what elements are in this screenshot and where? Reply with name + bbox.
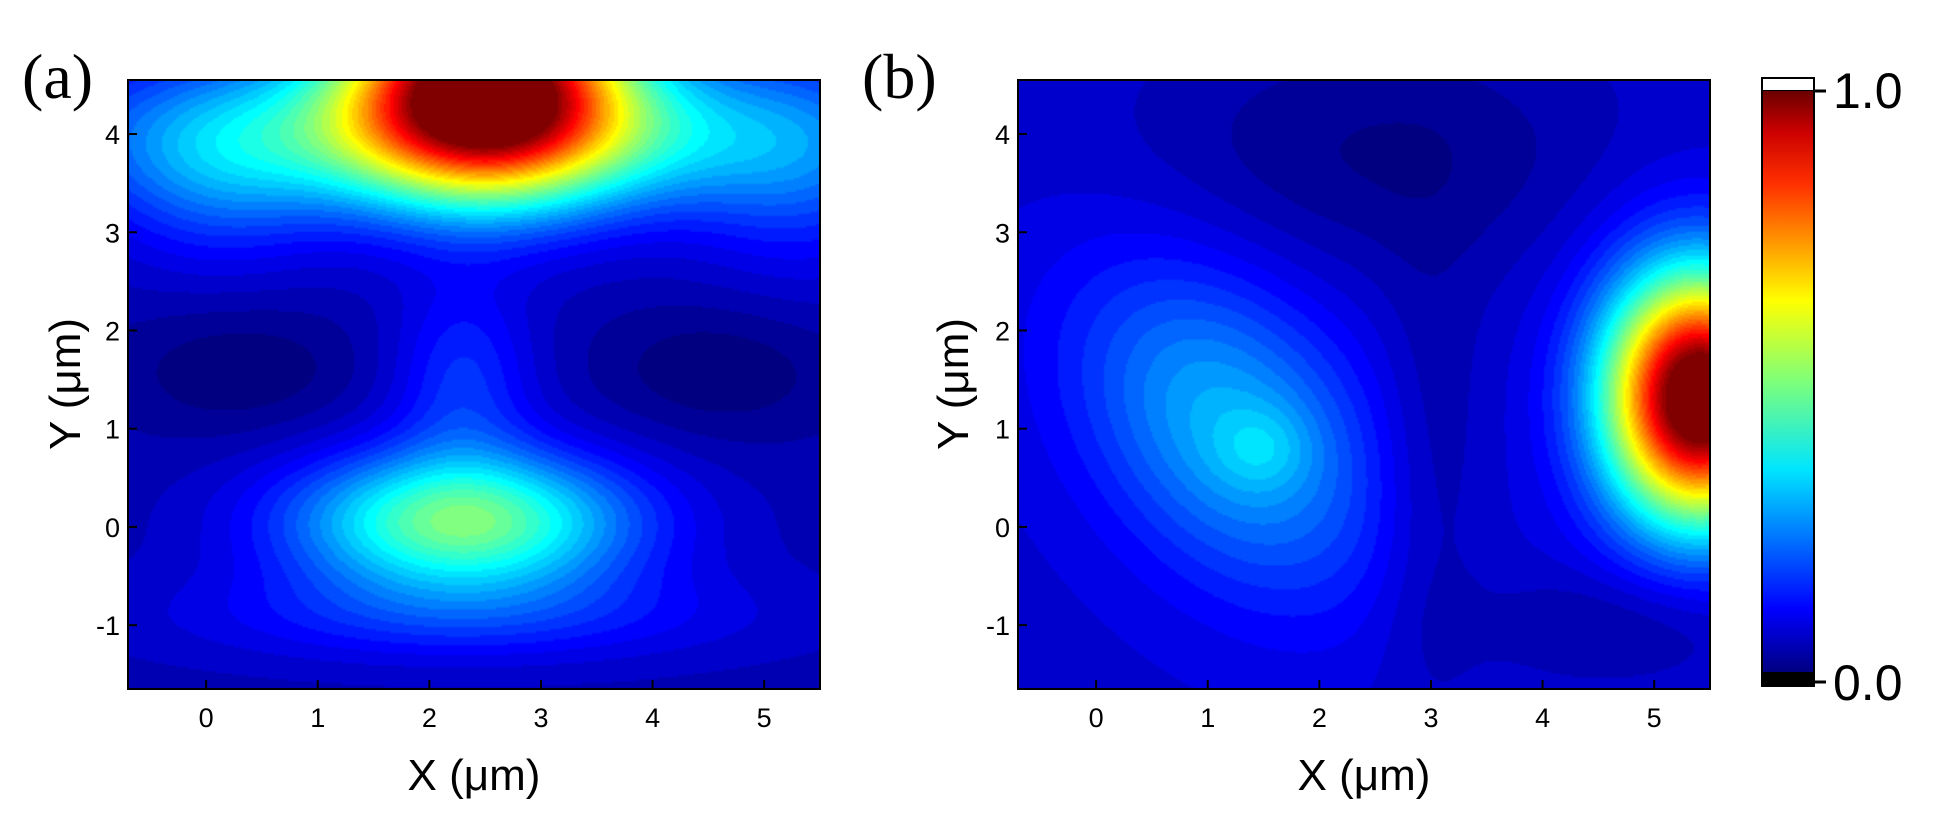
panel-label-b: (b) bbox=[862, 41, 937, 112]
y-tick-label-b: 2 bbox=[995, 316, 1010, 346]
y-tick-label-a: 1 bbox=[105, 415, 120, 445]
colorbar-over-cap bbox=[1761, 77, 1815, 92]
colorbar-max-label: 1.0 bbox=[1833, 63, 1903, 119]
x-ticks-b: 0 1 2 3 4 5 bbox=[1089, 680, 1662, 733]
x-tick-label-b: 2 bbox=[1312, 703, 1327, 733]
y-ticks-b: -1 0 1 2 3 4 bbox=[986, 120, 1027, 641]
y-tick-label-b: 3 bbox=[995, 218, 1010, 248]
heatmap-image-a bbox=[128, 80, 820, 689]
colorbar-frame bbox=[1761, 77, 1815, 687]
y-tick-label-a: 2 bbox=[105, 316, 120, 346]
x-tick-label-a: 5 bbox=[757, 703, 772, 733]
y-tick-label-a: 3 bbox=[105, 218, 120, 248]
y-tick-label-b: 0 bbox=[995, 513, 1010, 543]
heatmap-image-b bbox=[1018, 80, 1710, 689]
panel-label-a: (a) bbox=[22, 41, 93, 112]
y-tick-label-b: -1 bbox=[986, 611, 1010, 641]
heatmap-panel-a: (a) 0 1 2 3 4 5 -1 0 1 2 3 4 X (μm) Y (μm) bbox=[22, 41, 821, 800]
x-tick-label-b: 3 bbox=[1423, 703, 1438, 733]
x-tick-label-a: 3 bbox=[533, 703, 548, 733]
y-tick-label-b: 1 bbox=[995, 415, 1010, 445]
x-tick-label-b: 1 bbox=[1200, 703, 1215, 733]
plot-frame-b bbox=[1017, 79, 1711, 690]
x-tick-label-b: 4 bbox=[1535, 703, 1550, 733]
x-ticks-a: 0 1 2 3 4 5 bbox=[199, 680, 772, 733]
y-tick-label-a: 4 bbox=[105, 120, 120, 150]
y-tick-label-a: 0 bbox=[105, 513, 120, 543]
colorbar-under-cap bbox=[1761, 672, 1815, 687]
x-tick-label-b: 0 bbox=[1089, 703, 1104, 733]
x-axis-title-a: X (μm) bbox=[408, 751, 541, 800]
colorbar: 1.0 0.0 bbox=[1761, 63, 1903, 711]
x-tick-label-a: 0 bbox=[199, 703, 214, 733]
y-tick-label-b: 4 bbox=[995, 120, 1010, 150]
y-axis-title-a: Y (μm) bbox=[41, 318, 90, 450]
y-tick-label-a: -1 bbox=[96, 611, 120, 641]
y-ticks-a: -1 0 1 2 3 4 bbox=[96, 120, 137, 641]
x-tick-label-a: 1 bbox=[310, 703, 325, 733]
x-axis-title-b: X (μm) bbox=[1298, 751, 1431, 800]
colorbar-gradient bbox=[1762, 91, 1814, 673]
heatmap-panel-b: (b) 0 1 2 3 4 5 -1 0 1 2 3 4 X (μm) Y (μm) bbox=[862, 41, 1711, 800]
y-axis-title-b: Y (μm) bbox=[929, 318, 978, 450]
plot-frame-a bbox=[127, 79, 821, 690]
x-tick-label-b: 5 bbox=[1647, 703, 1662, 733]
x-tick-label-a: 2 bbox=[422, 703, 437, 733]
colorbar-min-label: 0.0 bbox=[1833, 655, 1903, 711]
x-tick-label-a: 4 bbox=[645, 703, 660, 733]
